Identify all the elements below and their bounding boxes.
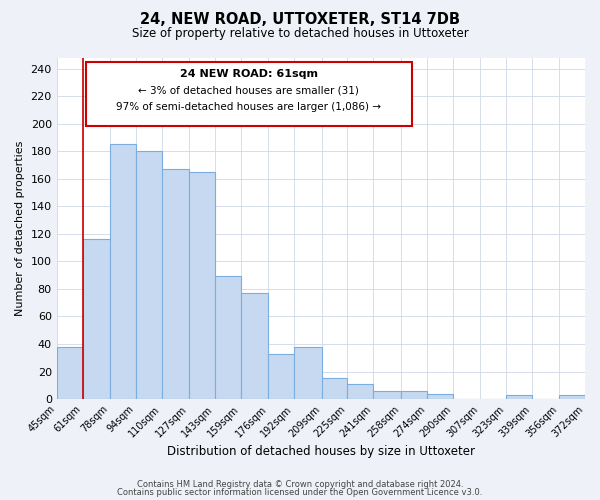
- Text: Contains HM Land Registry data © Crown copyright and database right 2024.: Contains HM Land Registry data © Crown c…: [137, 480, 463, 489]
- Bar: [322, 378, 347, 399]
- Bar: [268, 354, 294, 399]
- Bar: [56, 346, 83, 399]
- Y-axis label: Number of detached properties: Number of detached properties: [15, 140, 25, 316]
- Bar: [215, 276, 241, 399]
- Bar: [427, 394, 452, 399]
- Text: 97% of semi-detached houses are larger (1,086) →: 97% of semi-detached houses are larger (…: [116, 102, 382, 112]
- Bar: [347, 384, 373, 399]
- Text: 24, NEW ROAD, UTTOXETER, ST14 7DB: 24, NEW ROAD, UTTOXETER, ST14 7DB: [140, 12, 460, 28]
- Bar: [189, 172, 215, 399]
- Bar: [136, 151, 161, 399]
- X-axis label: Distribution of detached houses by size in Uttoxeter: Distribution of detached houses by size …: [167, 444, 475, 458]
- Bar: [401, 391, 427, 399]
- Bar: [110, 144, 136, 399]
- FancyBboxPatch shape: [86, 62, 412, 126]
- Bar: [161, 169, 189, 399]
- Text: Size of property relative to detached houses in Uttoxeter: Size of property relative to detached ho…: [131, 28, 469, 40]
- Bar: [373, 391, 401, 399]
- Bar: [559, 395, 585, 399]
- Text: ← 3% of detached houses are smaller (31): ← 3% of detached houses are smaller (31): [139, 86, 359, 96]
- Bar: [506, 395, 532, 399]
- Text: 24 NEW ROAD: 61sqm: 24 NEW ROAD: 61sqm: [180, 69, 318, 79]
- Bar: [241, 293, 268, 399]
- Text: Contains public sector information licensed under the Open Government Licence v3: Contains public sector information licen…: [118, 488, 482, 497]
- Bar: [294, 346, 322, 399]
- Bar: [83, 240, 110, 399]
